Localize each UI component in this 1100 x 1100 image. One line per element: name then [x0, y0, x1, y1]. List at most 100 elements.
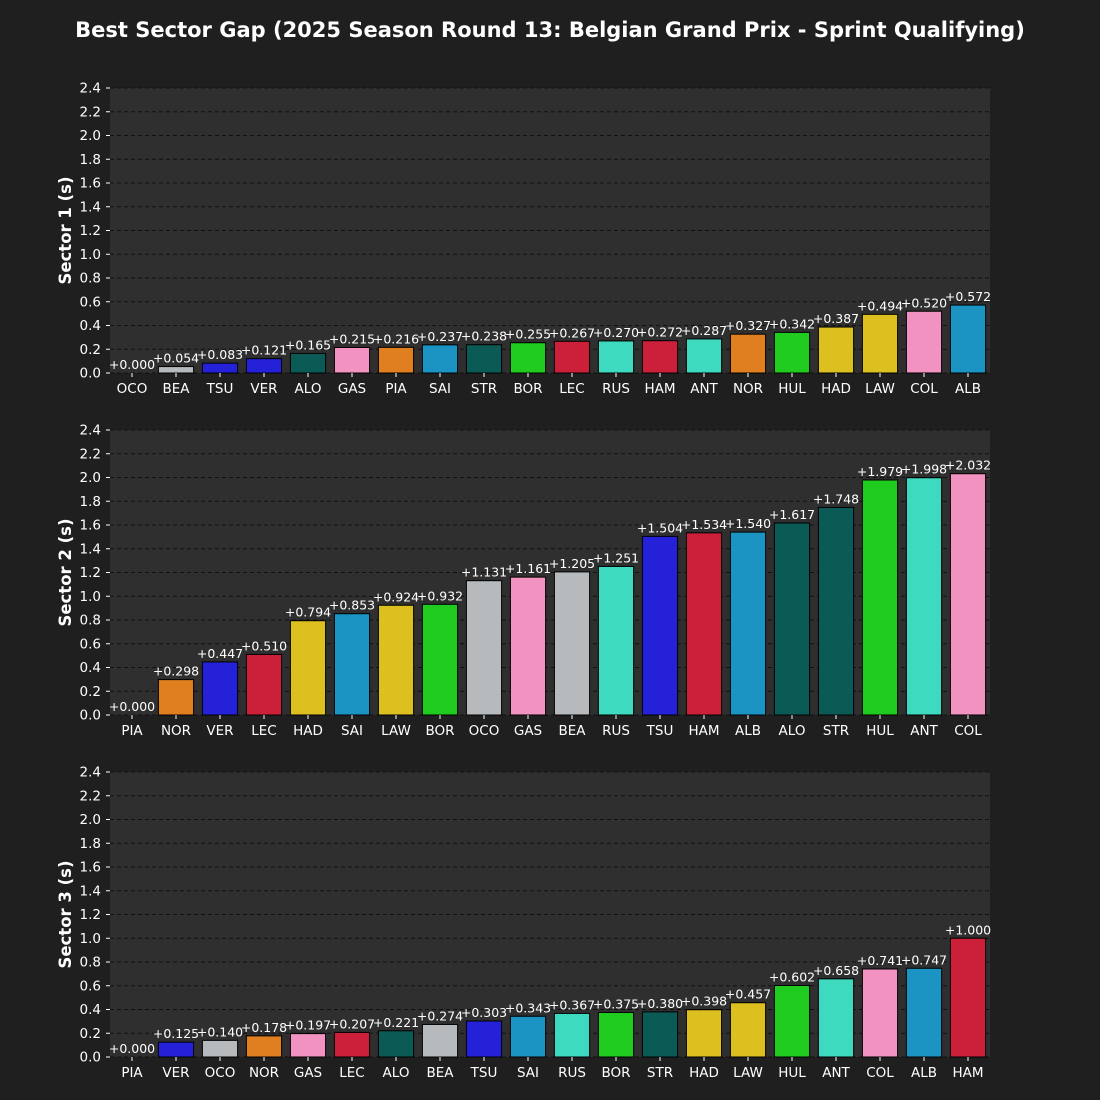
data-label: +0.741 — [857, 953, 903, 968]
bar-bor — [509, 342, 547, 374]
data-label: +0.270 — [593, 325, 639, 340]
data-label: +0.165 — [285, 337, 331, 352]
data-label: +0.343 — [505, 1000, 551, 1015]
y-tick-label: 2.2 — [80, 788, 101, 804]
y-tick-label: 0.4 — [80, 660, 101, 676]
data-label: +0.083 — [197, 347, 243, 362]
y-tick-label: 0.6 — [80, 636, 101, 652]
x-tick-label: GAS — [338, 381, 366, 397]
x-tick-label: HAD — [293, 723, 323, 739]
x-tick-label: NOR — [249, 1065, 279, 1081]
data-label: +1.540 — [725, 516, 771, 531]
y-tick-label: 1.6 — [80, 860, 101, 876]
x-tick-label: COL — [866, 1065, 894, 1081]
x-tick-label: BEA — [426, 1065, 454, 1081]
bar-ant — [817, 978, 855, 1058]
x-tick-label: PIA — [385, 381, 407, 397]
subplot-sector-1: 0.0 0.2 0.4 0.6 0.8 1.0 1.2 1.4 1.6 1.8 2.0 2.2 2.4 S… — [56, 81, 991, 398]
x-tick-label: BEA — [558, 723, 586, 739]
x-tick-label: STR — [823, 723, 849, 739]
bar-had — [289, 620, 327, 716]
data-label: +1.205 — [549, 556, 595, 571]
y-tick-label: 2.2 — [80, 446, 101, 462]
data-label: +0.000 — [109, 1041, 155, 1056]
bar-ham — [949, 937, 987, 1058]
x-tick-label: TSU — [206, 381, 234, 397]
data-label: +0.457 — [725, 987, 771, 1002]
bar-hul — [861, 479, 899, 716]
x-tick-label: GAS — [294, 1065, 322, 1081]
bar-law — [729, 1002, 767, 1058]
data-label: +0.375 — [593, 996, 639, 1011]
bar-ham — [685, 532, 723, 716]
data-label: +0.000 — [109, 699, 155, 714]
data-label: +0.520 — [901, 295, 947, 310]
data-label: +0.602 — [769, 970, 815, 985]
x-tick-label: RUS — [602, 723, 630, 739]
data-label: +0.510 — [241, 638, 287, 653]
bar-alo — [289, 352, 327, 374]
data-label: +0.298 — [153, 664, 199, 679]
x-tick-label: ALB — [955, 381, 981, 397]
y-tick-label: 0.8 — [80, 613, 101, 629]
bar-alb — [949, 304, 987, 374]
data-label: +0.794 — [285, 605, 331, 620]
y-tick-label: 1.4 — [80, 541, 101, 557]
x-tick-label: ANT — [690, 381, 718, 397]
x-tick-label: VER — [250, 381, 277, 397]
y-tick-label: 2.2 — [80, 104, 101, 120]
x-tick-label: STR — [471, 381, 497, 397]
data-label: +1.000 — [945, 922, 991, 937]
x-tick-label: OCO — [117, 381, 148, 397]
x-tick-label: HAM — [688, 723, 719, 739]
data-label: +0.125 — [153, 1026, 199, 1041]
data-label: +0.327 — [725, 318, 771, 333]
y-tick-label: 1.0 — [80, 589, 101, 605]
y-tick-label: 1.4 — [80, 883, 101, 899]
bar-rus — [553, 1012, 591, 1058]
data-label: +1.504 — [637, 520, 683, 535]
data-label: +0.658 — [813, 963, 859, 978]
x-tick-label: HAD — [689, 1065, 719, 1081]
x-tick-label: ALO — [295, 381, 322, 397]
bar-col — [861, 968, 899, 1058]
data-label: +0.237 — [417, 329, 463, 344]
data-label: +0.398 — [681, 994, 727, 1009]
x-tick-label: BOR — [425, 723, 454, 739]
y-tick-label: 1.0 — [80, 931, 101, 947]
bar-ant — [685, 338, 723, 374]
data-label: +0.216 — [373, 331, 419, 346]
data-label: +1.748 — [813, 491, 859, 506]
bar-had — [685, 1009, 723, 1058]
data-label: +0.924 — [373, 589, 419, 604]
y-axis-label: Sector 1 (s) — [56, 176, 75, 284]
x-tick-label: HUL — [778, 1065, 806, 1081]
bar-col — [905, 310, 943, 374]
x-tick-label: TSU — [646, 723, 674, 739]
data-label: +1.251 — [593, 550, 639, 565]
x-tick-label: HAM — [644, 381, 675, 397]
data-label: +0.207 — [329, 1016, 375, 1031]
data-label: +0.387 — [813, 311, 859, 326]
data-label: +0.367 — [549, 997, 595, 1012]
bar-tsu — [465, 1020, 503, 1058]
data-label: +0.272 — [637, 325, 683, 340]
data-label: +0.303 — [461, 1005, 507, 1020]
y-tick-label: 0.6 — [80, 294, 101, 310]
bar-lec — [245, 653, 283, 716]
bar-ant — [905, 477, 943, 716]
y-tick-label: 1.2 — [80, 907, 101, 923]
bar-oco — [465, 580, 503, 716]
data-label: +0.215 — [329, 331, 375, 346]
x-tick-label: LAW — [865, 381, 895, 397]
bar-gas — [289, 1033, 327, 1058]
data-label: +0.197 — [285, 1018, 331, 1033]
x-tick-label: OCO — [469, 723, 500, 739]
bar-ham — [641, 340, 679, 374]
x-tick-label: PIA — [121, 1065, 143, 1081]
data-label: +0.221 — [373, 1015, 419, 1030]
data-label: +0.380 — [637, 996, 683, 1011]
y-tick-label: 0.8 — [80, 271, 101, 287]
y-tick-label: 0.2 — [80, 1026, 101, 1042]
bar-gas — [509, 576, 547, 716]
